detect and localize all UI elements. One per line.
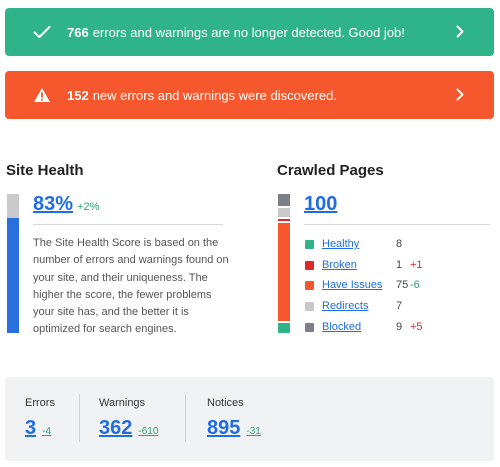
- divider: [33, 224, 223, 225]
- legend-swatch: [305, 281, 314, 291]
- legend-row-healthy: Healthy 8: [305, 236, 485, 257]
- resolved-issues-banner[interactable]: 766 errors and warnings are no longer det…: [5, 8, 494, 56]
- warnings-stat: Warnings 362 -610: [99, 397, 158, 440]
- legend-row-blocked: Blocked 9 +5: [305, 319, 485, 340]
- warning-icon: [31, 84, 53, 106]
- new-issues-count: 152: [67, 87, 89, 103]
- warnings-delta[interactable]: -610: [138, 426, 159, 437]
- checkmark-icon: [31, 21, 53, 43]
- legend-change-have-issues: -6: [410, 279, 420, 292]
- legend-swatch: [305, 302, 314, 312]
- legend-swatch: [305, 260, 314, 270]
- crawled-pages-title: Crawled Pages: [277, 162, 384, 179]
- legend-count-broken: 1: [396, 258, 403, 271]
- legend-count-have-issues: 75: [396, 279, 409, 292]
- warnings-label: Warnings: [99, 397, 146, 409]
- legend-row-redirects: Redirects 7: [305, 298, 485, 319]
- legend-label-redirects[interactable]: Redirects: [322, 300, 369, 313]
- notices-stat: Notices 895 -31: [207, 397, 261, 440]
- legend-label-blocked[interactable]: Blocked: [322, 320, 362, 333]
- errors-label: Errors: [25, 397, 55, 409]
- new-issues-text: 152 new errors and warnings were discover…: [67, 87, 337, 103]
- chevron-right-icon[interactable]: [456, 88, 464, 104]
- notices-label: Notices: [207, 397, 244, 409]
- new-issues-banner[interactable]: 152 new errors and warnings were discover…: [5, 71, 494, 119]
- errors-stat: Errors 3 -4: [25, 397, 55, 440]
- crawled-bar-segment-broken: [278, 219, 290, 221]
- legend-count-redirects: 7: [396, 300, 403, 313]
- divider: [304, 224, 490, 225]
- crawled-pages-legend: Healthy 8 Broken 1 +1 Have Issues 75 -6 …: [305, 236, 485, 339]
- site-health-description: The Site Health Score is based on the nu…: [33, 237, 229, 336]
- site-health-bar-fill: [7, 218, 19, 333]
- legend-swatch: [305, 322, 314, 332]
- crawled-pages-total[interactable]: 100: [304, 193, 338, 215]
- issues-summary-panel: Errors 3 -4 Warnings 362 -610 Notices 89…: [5, 377, 494, 461]
- resolved-issues-count: 766: [67, 24, 89, 40]
- warnings-count-link[interactable]: 362: [99, 417, 133, 439]
- crawled-bar-segment-have-issues: [278, 223, 290, 321]
- errors-count-link[interactable]: 3: [25, 417, 37, 439]
- crawled-bar-segment-healthy: [278, 323, 290, 333]
- errors-delta[interactable]: -4: [42, 426, 52, 437]
- legend-label-healthy[interactable]: Healthy: [322, 238, 360, 250]
- legend-label-broken[interactable]: Broken: [322, 258, 357, 271]
- legend-count-blocked: 9: [396, 320, 403, 333]
- notices-delta[interactable]: -31: [246, 426, 261, 437]
- legend-change-blocked: +5: [410, 320, 423, 333]
- legend-label-have-issues[interactable]: Have Issues: [322, 279, 383, 292]
- legend-change-broken: +1: [410, 258, 423, 271]
- crawled-pages-bar: [278, 194, 290, 333]
- notices-count-link[interactable]: 895: [207, 417, 241, 439]
- legend-row-have-issues: Have Issues 75 -6: [305, 277, 485, 298]
- divider: [79, 394, 80, 442]
- crawled-bar-segment-redirects: [278, 208, 290, 217]
- resolved-issues-text: 766 errors and warnings are no longer det…: [67, 24, 405, 40]
- site-health-bar: [7, 194, 19, 333]
- legend-count-healthy: 8: [396, 238, 403, 250]
- legend-swatch: [305, 240, 314, 249]
- divider: [185, 394, 186, 442]
- chevron-right-icon[interactable]: [456, 25, 464, 41]
- site-health-score-value[interactable]: 83%: [33, 193, 74, 215]
- site-health-score: 83% +2%: [33, 193, 99, 216]
- site-health-title: Site Health: [6, 162, 84, 179]
- site-health-bar-remaining: [7, 194, 19, 218]
- crawled-bar-segment-blocked: [278, 194, 290, 206]
- site-health-score-delta: +2%: [77, 201, 100, 213]
- legend-row-broken: Broken 1 +1: [305, 257, 485, 278]
